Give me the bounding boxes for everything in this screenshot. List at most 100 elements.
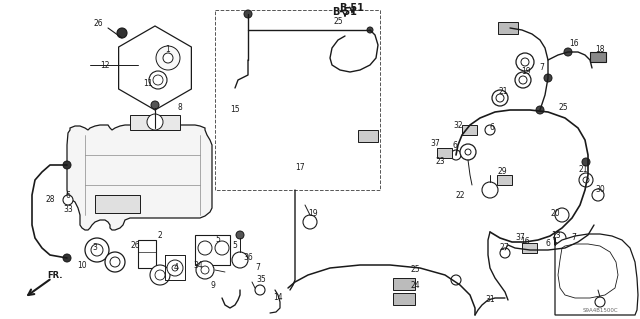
Text: 22: 22: [455, 191, 465, 201]
Bar: [130, 115, 180, 130]
Circle shape: [255, 285, 265, 295]
Circle shape: [582, 158, 590, 166]
Text: 16: 16: [569, 40, 579, 48]
Text: 2: 2: [157, 231, 163, 240]
Text: 19: 19: [521, 68, 531, 77]
Bar: [393, 293, 415, 305]
Circle shape: [303, 215, 317, 229]
Circle shape: [367, 27, 373, 33]
Text: 37: 37: [515, 234, 525, 242]
Circle shape: [85, 238, 109, 262]
Text: 35: 35: [256, 276, 266, 285]
Circle shape: [63, 254, 71, 262]
Circle shape: [167, 260, 183, 276]
Circle shape: [236, 231, 244, 239]
Circle shape: [544, 74, 552, 82]
Circle shape: [155, 270, 165, 280]
Circle shape: [63, 195, 73, 205]
Circle shape: [215, 241, 229, 255]
Text: 25: 25: [558, 103, 568, 113]
Text: 31: 31: [485, 294, 495, 303]
Circle shape: [150, 265, 170, 285]
Circle shape: [515, 72, 531, 88]
Circle shape: [451, 275, 461, 285]
Text: 17: 17: [295, 164, 305, 173]
Text: 8: 8: [178, 103, 182, 113]
Text: 13: 13: [551, 231, 561, 240]
Circle shape: [105, 252, 125, 272]
Text: 34: 34: [193, 261, 203, 270]
Text: 25: 25: [333, 18, 343, 26]
Text: 3: 3: [93, 243, 97, 253]
Circle shape: [492, 90, 508, 106]
Text: 12: 12: [100, 61, 109, 70]
Circle shape: [485, 125, 495, 135]
Text: 10: 10: [77, 261, 87, 270]
Circle shape: [153, 75, 163, 85]
Text: 11: 11: [143, 78, 153, 87]
Bar: [393, 278, 415, 290]
Circle shape: [595, 297, 605, 307]
Circle shape: [201, 266, 209, 274]
Circle shape: [555, 208, 569, 222]
Bar: [462, 125, 477, 135]
Text: B-51: B-51: [340, 3, 364, 13]
Text: 29: 29: [497, 167, 507, 176]
Text: 26: 26: [93, 19, 103, 27]
Text: 1: 1: [166, 46, 170, 55]
Text: 7: 7: [255, 263, 260, 272]
Text: 37: 37: [430, 138, 440, 147]
Circle shape: [117, 28, 127, 38]
Bar: [498, 22, 518, 34]
Text: FR.: FR.: [47, 271, 63, 280]
Text: 6: 6: [65, 190, 70, 199]
Circle shape: [196, 261, 214, 279]
Bar: [215, 10, 380, 190]
Text: 6: 6: [490, 123, 495, 132]
Text: 23: 23: [435, 158, 445, 167]
Circle shape: [536, 106, 544, 114]
Circle shape: [232, 252, 248, 268]
Circle shape: [554, 232, 566, 244]
Text: 7: 7: [572, 234, 577, 242]
Text: 27: 27: [499, 243, 509, 253]
Bar: [437, 148, 452, 158]
Circle shape: [156, 46, 180, 70]
Text: 33: 33: [63, 205, 73, 214]
Circle shape: [151, 101, 159, 109]
Circle shape: [244, 10, 252, 18]
Text: 28: 28: [45, 196, 55, 204]
Circle shape: [91, 244, 103, 256]
Circle shape: [564, 48, 572, 56]
Circle shape: [460, 144, 476, 160]
Bar: [590, 52, 606, 62]
Circle shape: [592, 189, 604, 201]
Circle shape: [583, 177, 589, 183]
Text: 30: 30: [595, 186, 605, 195]
Circle shape: [63, 161, 71, 169]
Polygon shape: [558, 244, 618, 298]
Text: 24: 24: [410, 281, 420, 291]
Text: 32: 32: [453, 121, 463, 130]
Circle shape: [519, 76, 527, 84]
Text: 6: 6: [452, 140, 458, 150]
Bar: [138, 240, 156, 268]
Text: 21: 21: [499, 86, 508, 95]
Bar: [522, 243, 537, 253]
Text: 18: 18: [595, 46, 605, 55]
Text: 14: 14: [273, 293, 283, 302]
Circle shape: [516, 53, 534, 71]
Text: 20: 20: [550, 209, 560, 218]
Text: 15: 15: [230, 106, 240, 115]
Text: 26: 26: [130, 241, 140, 249]
Text: 19: 19: [308, 210, 318, 219]
Circle shape: [500, 248, 510, 258]
Bar: [195, 235, 230, 265]
Text: S9A4B1500C: S9A4B1500C: [582, 308, 618, 313]
Circle shape: [579, 173, 593, 187]
Text: 4: 4: [173, 263, 179, 272]
Text: 7: 7: [540, 63, 545, 71]
Text: 6: 6: [545, 239, 550, 248]
Bar: [95, 195, 140, 213]
Circle shape: [172, 265, 178, 271]
